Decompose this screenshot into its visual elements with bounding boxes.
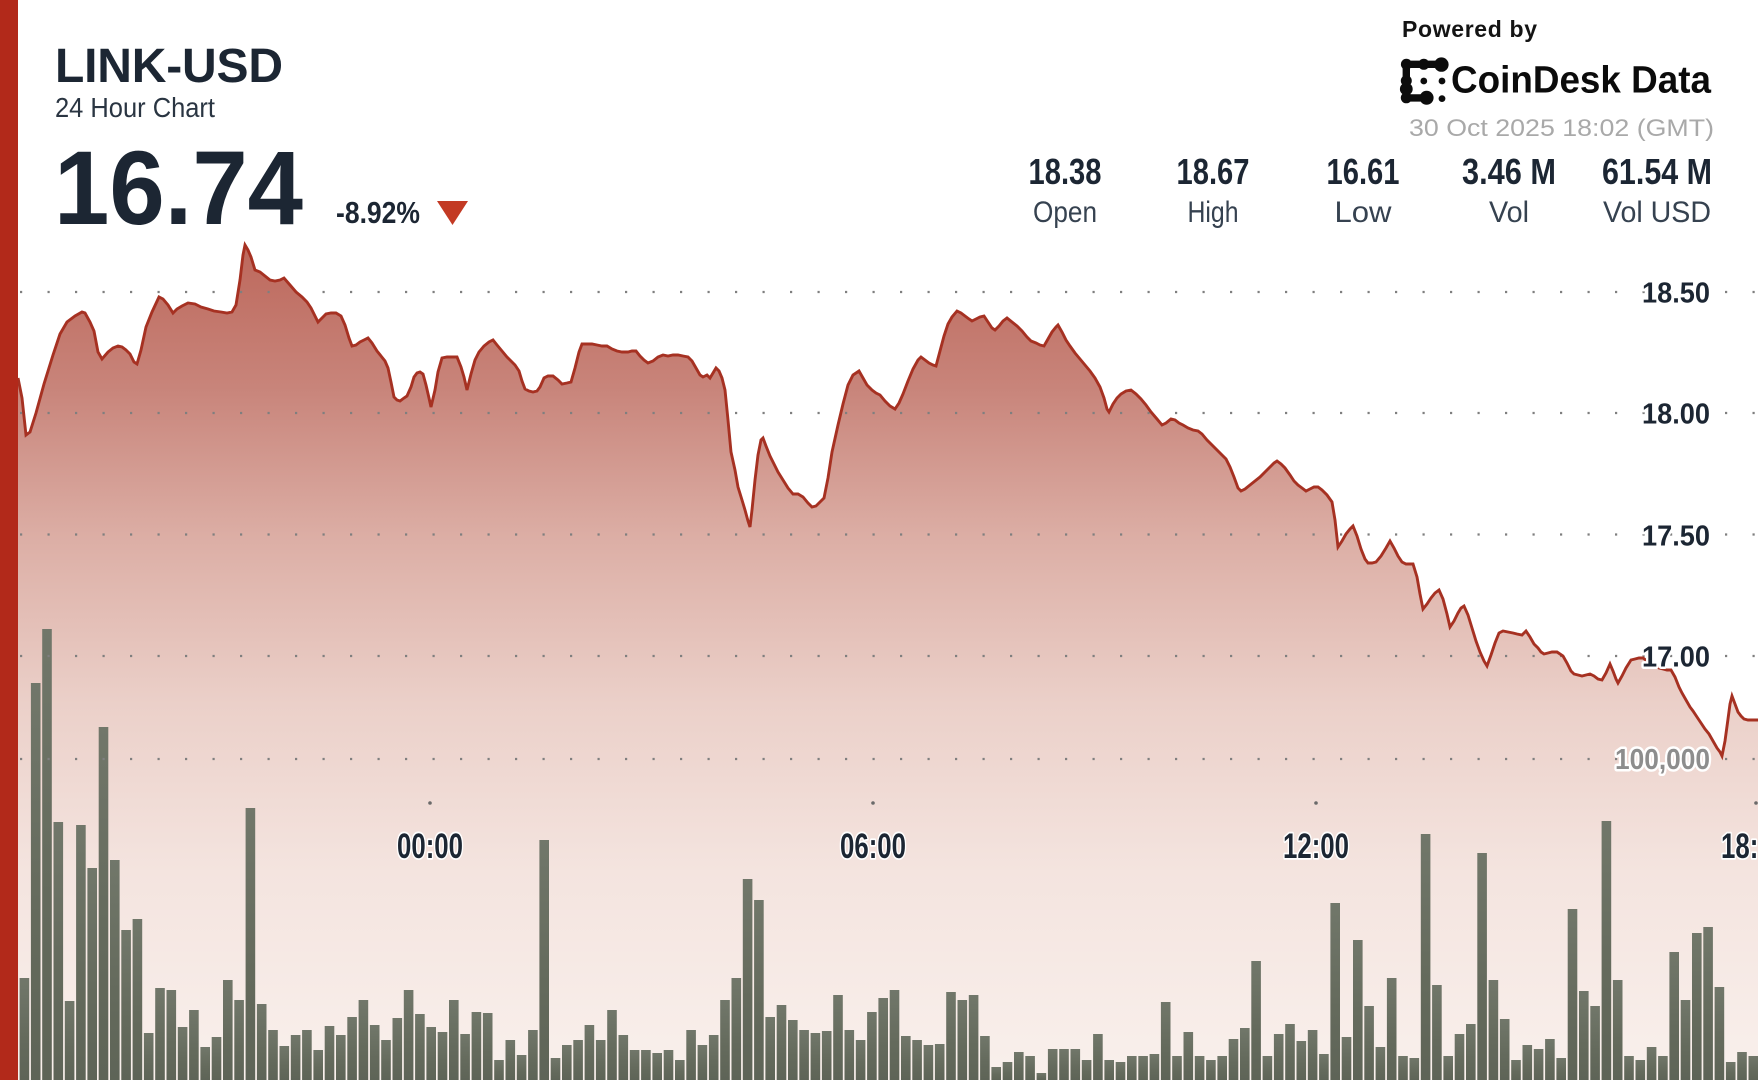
svg-text:18.67: 18.67 xyxy=(1177,151,1250,192)
svg-text:61.54 M: 61.54 M xyxy=(1602,151,1712,192)
svg-text:100,000: 100,000 xyxy=(1615,744,1710,776)
svg-text:3.46 M: 3.46 M xyxy=(1462,151,1556,192)
svg-text:16.61: 16.61 xyxy=(1327,151,1400,192)
svg-text:18.38: 18.38 xyxy=(1029,151,1102,192)
svg-text:16.74: 16.74 xyxy=(54,130,303,247)
svg-text:Open: Open xyxy=(1033,196,1097,229)
svg-text:18:00: 18:00 xyxy=(1721,827,1758,866)
svg-text:24 Hour Chart: 24 Hour Chart xyxy=(55,92,215,123)
svg-text:LINK-USD: LINK-USD xyxy=(55,40,283,93)
svg-text:06:00: 06:00 xyxy=(840,827,906,866)
svg-text:00:00: 00:00 xyxy=(397,827,463,866)
svg-text:Vol USD: Vol USD xyxy=(1603,196,1711,229)
svg-text:Low: Low xyxy=(1335,196,1392,229)
svg-text:Vol: Vol xyxy=(1489,196,1529,229)
svg-text:-8.92%: -8.92% xyxy=(336,195,420,230)
svg-text:18.50: 18.50 xyxy=(1642,278,1710,310)
svg-text:18.00: 18.00 xyxy=(1642,399,1710,431)
svg-text:High: High xyxy=(1188,196,1239,229)
svg-text:30 Oct 2025 18:02 (GMT): 30 Oct 2025 18:02 (GMT) xyxy=(1409,115,1714,142)
svg-text:Powered by: Powered by xyxy=(1402,16,1537,42)
svg-text:CoinDesk Data: CoinDesk Data xyxy=(1451,60,1712,102)
svg-text:17.00: 17.00 xyxy=(1642,642,1710,674)
svg-text:12:00: 12:00 xyxy=(1283,827,1349,866)
svg-text:17.50: 17.50 xyxy=(1642,521,1710,553)
